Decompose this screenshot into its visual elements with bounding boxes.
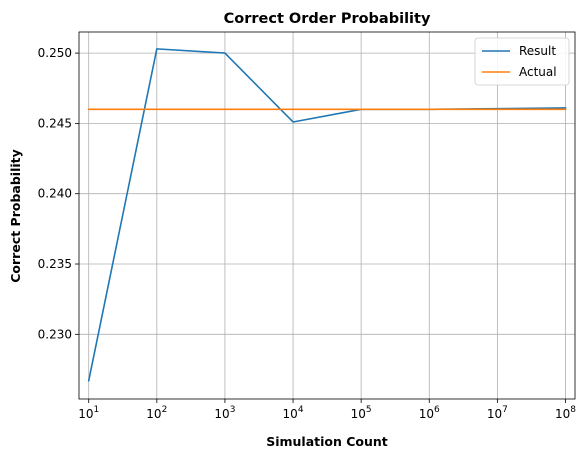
plot-frame xyxy=(78,31,576,400)
x-tick-label: 105 xyxy=(351,405,372,421)
y-axis-title: Correct Probability xyxy=(8,149,23,283)
x-tick-label: 106 xyxy=(419,405,440,421)
axis-ticks: 101 102 103 104 105 106 107 108 0.230 0.235 0.240 0… xyxy=(38,46,577,421)
y-tick-label: 0.245 xyxy=(38,116,72,130)
y-tick-label: 0.230 xyxy=(38,327,72,341)
x-tick-label: 108 xyxy=(555,405,576,421)
series-lines xyxy=(87,48,567,382)
series-line-result xyxy=(87,48,567,382)
x-tick-label: 102 xyxy=(146,405,167,421)
x-tick-label: 104 xyxy=(283,405,304,421)
grid-lines xyxy=(79,32,575,399)
x-tick-label: 103 xyxy=(214,405,235,421)
chart-title: Correct Order Probability xyxy=(224,11,431,27)
legend-label-actual: Actual xyxy=(519,65,557,79)
legend: Result Actual xyxy=(474,37,570,86)
y-tick-label: 0.240 xyxy=(38,187,72,201)
x-tick-label: 101 xyxy=(78,405,99,421)
x-axis-title: Simulation Count xyxy=(266,434,388,449)
y-tick-label: 0.250 xyxy=(38,46,72,60)
legend-box xyxy=(474,37,570,86)
legend-label-result: Result xyxy=(519,44,556,58)
x-tick-label: 107 xyxy=(487,405,508,421)
y-tick-label: 0.235 xyxy=(38,257,72,271)
